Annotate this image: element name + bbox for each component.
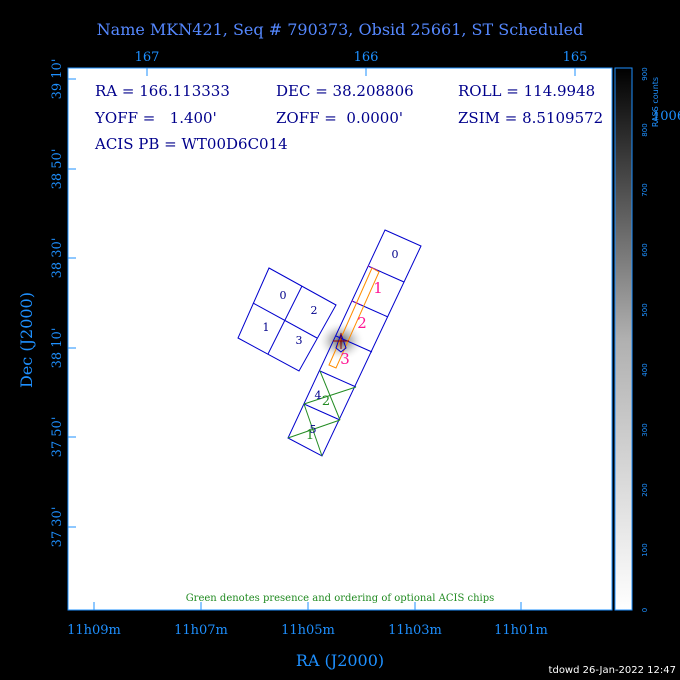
colorbar-tick-label: 900	[641, 67, 649, 80]
pointing-info: RA = 166.113333 DEC = 38.208806 ROLL = 1…	[94, 82, 603, 153]
left-tick-label: 37 30'	[50, 507, 65, 548]
zoff-value: ZOFF = 0.0000'	[276, 109, 403, 127]
chip-label: 3	[296, 334, 303, 347]
roll-value: ROLL = 114.9948	[458, 82, 595, 100]
chip-label: 5	[310, 423, 317, 436]
chip-label: 2	[311, 304, 318, 317]
read-window	[351, 265, 380, 306]
yoff-value: YOFF = 1.400'	[94, 109, 217, 127]
dec-value: DEC = 38.208806	[276, 82, 414, 100]
left-axis: 39 10' 38 50' 38 30' 38 10' 37 50' 37 30…	[50, 59, 76, 548]
left-tick-label: 38 30'	[50, 238, 65, 279]
bottom-tick-label: 11h09m	[67, 623, 121, 638]
left-tick-label: 39 10'	[50, 59, 65, 100]
aimpoint-marker	[333, 332, 349, 353]
plot-title: Name MKN421, Seq # 790373, Obsid 25661, …	[97, 20, 584, 39]
bottom-tick-label: 11h03m	[388, 623, 442, 638]
colorbar-tick-label: 200	[641, 483, 649, 496]
chip-order-label: 1	[373, 279, 383, 297]
optional-chip-markers	[287, 370, 357, 457]
colorbar-tick-label: 600	[641, 243, 649, 256]
bottom-tick-label: 11h07m	[174, 623, 228, 638]
acis-pb-value: ACIS PB = WT00D6C014	[94, 135, 288, 153]
optional-chip-label: 2	[322, 394, 330, 409]
chip-order-label: 3	[340, 350, 350, 368]
bottom-axis: 11h09m 11h07m 11h05m 11h03m 11h01m	[67, 602, 548, 638]
zsim-value: ZSIM = 8.5109572	[458, 109, 603, 127]
footnote: Green denotes presence and ordering of o…	[186, 593, 495, 604]
chip-label: 0	[392, 248, 399, 261]
timestamp: tdowd 26-Jan-2022 12:47	[549, 665, 676, 676]
colorbar-tick-label: 700	[641, 183, 649, 196]
top-tick-label: 167	[135, 50, 160, 65]
bottom-tick-label: 11h05m	[281, 623, 335, 638]
x-axis-label: RA (J2000)	[296, 651, 384, 670]
ra-value: RA = 166.113333	[95, 82, 230, 100]
colorbar-tick-label: 500	[641, 303, 649, 316]
left-tick-label: 38 50'	[50, 149, 65, 190]
left-tick-label: 38 10'	[50, 328, 65, 369]
chip-label: 0	[280, 289, 287, 302]
acis-i-array	[237, 267, 337, 372]
chip-order-label: 2	[357, 314, 367, 332]
optional-chip-label: 1	[306, 428, 314, 443]
top-axis: 167 166 165	[135, 50, 588, 76]
chip-label: 1	[263, 321, 270, 334]
colorbar-tick-label: 300	[641, 423, 649, 436]
top-tick-label: 166	[354, 50, 379, 65]
y-axis-label: Dec (J2000)	[17, 292, 36, 388]
colorbar-tick-label: 0	[641, 608, 649, 612]
colorbar-tick-label: 100	[641, 543, 649, 556]
colorbar-max-label: 1006	[652, 109, 680, 124]
chip-label: 4	[315, 389, 322, 402]
colorbar	[614, 67, 633, 611]
colorbar-ticks: 0 100 200 300 400 500 600 700 800 900	[641, 67, 649, 612]
colorbar-tick-label: 800	[641, 123, 649, 136]
colorbar-label: RASS counts	[651, 77, 660, 127]
colorbar-tick-label: 400	[641, 363, 649, 376]
left-tick-label: 37 50'	[50, 417, 65, 458]
bottom-tick-label: 11h01m	[494, 623, 548, 638]
subarray-outline	[328, 267, 380, 369]
top-tick-label: 165	[563, 50, 588, 65]
